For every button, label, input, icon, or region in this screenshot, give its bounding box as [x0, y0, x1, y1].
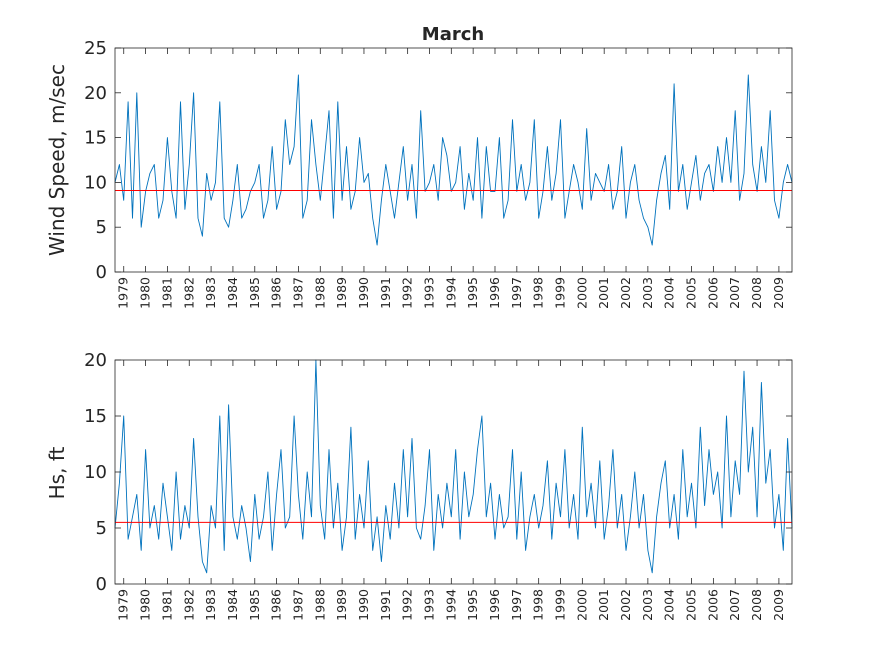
x-tick-label: 1980 [138, 589, 153, 621]
x-tick-label: 1998 [531, 277, 546, 309]
x-tick-label: 2006 [705, 589, 720, 621]
y-tick-label: 25 [84, 38, 107, 59]
chart-title: March [422, 24, 484, 45]
x-tick-label: 1996 [487, 277, 502, 309]
x-tick-label: 1990 [356, 589, 371, 621]
x-tick-label: 2008 [749, 589, 764, 621]
y-axis-label: Wind Speed, m/sec [45, 64, 69, 256]
x-tick-label: 2003 [640, 589, 655, 621]
plot-background [115, 48, 792, 272]
y-tick-label: 15 [84, 406, 107, 427]
wave-height-plot-area: 0 5 10 15 20 1979 1980 1981 1982 1983 1984 1985 1986… [84, 350, 793, 621]
x-tick-label: 1984 [225, 277, 240, 309]
x-tick-label: 1988 [312, 589, 327, 621]
x-tick-label: 2004 [662, 277, 677, 309]
x-tick-label: 1981 [159, 277, 174, 309]
x-tick-label: 1986 [269, 589, 284, 621]
series-line [114, 74, 793, 246]
x-tick-label: 2003 [640, 277, 655, 309]
x-tick-label: 1992 [400, 277, 415, 309]
x-tick-label: 1989 [334, 589, 349, 621]
x-tick-label: 1985 [247, 277, 262, 309]
y-tick-label: 0 [96, 262, 107, 283]
x-tick-label: 1997 [509, 589, 524, 621]
x-tick-label: 1991 [378, 277, 393, 309]
x-tick-label: 1994 [443, 277, 458, 309]
y-tick-label: 5 [96, 217, 107, 238]
x-tick-label: 1994 [443, 589, 458, 621]
wave-height-panel: Hs, ft 0 5 10 15 20 1979 1980 1981 1982 1983 1984 1… [45, 350, 793, 621]
x-tick-label: 2006 [705, 277, 720, 309]
x-tick-label: 1982 [181, 589, 196, 621]
x-tick-label: 1998 [531, 589, 546, 621]
wind-speed-panel: March Wind Speed, m/sec 0 5 10 15 20 25 1979 19… [45, 24, 793, 309]
x-tick-label: 2002 [618, 589, 633, 621]
x-tick-label: 1985 [247, 589, 262, 621]
x-tick-label: 1993 [421, 277, 436, 309]
x-tick-label: 1980 [138, 277, 153, 309]
x-tick-label: 1983 [203, 589, 218, 621]
y-tick-label: 0 [96, 574, 107, 595]
x-tick-label: 2007 [727, 277, 742, 309]
x-tick-label: 1986 [269, 277, 284, 309]
x-tick-label: 1997 [509, 277, 524, 309]
x-tick-label: 1993 [421, 589, 436, 621]
axes-frame [114, 47, 793, 273]
x-tick-label: 1982 [181, 277, 196, 309]
x-tick-label: 1987 [290, 277, 305, 309]
x-tick-label: 2004 [662, 589, 677, 621]
x-tick-label: 2002 [618, 277, 633, 309]
x-tick-label: 1995 [465, 589, 480, 621]
x-tick-label: 2005 [684, 589, 699, 621]
y-tick-label: 15 [84, 128, 107, 149]
x-tick-label: 1999 [553, 277, 568, 309]
x-tick-label: 1996 [487, 589, 502, 621]
y-tick-label: 20 [84, 83, 107, 104]
x-tick-label: 2008 [749, 277, 764, 309]
x-tick-label: 1991 [378, 589, 393, 621]
x-tick-label: 2001 [596, 589, 611, 621]
x-tick-label: 1979 [116, 589, 131, 621]
wind-speed-plot-area: 0 5 10 15 20 25 1979 1980 1981 1982 1983 1984 1985 19… [84, 38, 793, 309]
y-tick-label: 10 [84, 462, 107, 483]
y-axis-label: Hs, ft [45, 446, 69, 499]
y-tick-label: 20 [84, 350, 107, 371]
x-tick-label: 2000 [574, 589, 589, 621]
x-tick-label: 1987 [290, 589, 305, 621]
x-tick-label: 2005 [684, 277, 699, 309]
x-tick-label: 2000 [574, 277, 589, 309]
x-tick-label: 1979 [116, 277, 131, 309]
series-line [114, 359, 793, 574]
x-tick-label: 1983 [203, 277, 218, 309]
x-tick-label: 1999 [553, 589, 568, 621]
x-tick-label: 1988 [312, 277, 327, 309]
x-tick-label: 2001 [596, 277, 611, 309]
x-tick-label: 1989 [334, 277, 349, 309]
x-tick-label: 2007 [727, 589, 742, 621]
x-tick-label: 1990 [356, 277, 371, 309]
y-tick-label: 5 [96, 518, 107, 539]
x-tick-label: 1992 [400, 589, 415, 621]
x-tick-label: 1984 [225, 589, 240, 621]
x-tick-label: 2009 [771, 589, 786, 621]
x-tick-label: 1981 [159, 589, 174, 621]
plot-background [115, 360, 792, 584]
x-tick-label: 1995 [465, 277, 480, 309]
x-tick-label: 2009 [771, 277, 786, 309]
y-tick-label: 10 [84, 172, 107, 193]
